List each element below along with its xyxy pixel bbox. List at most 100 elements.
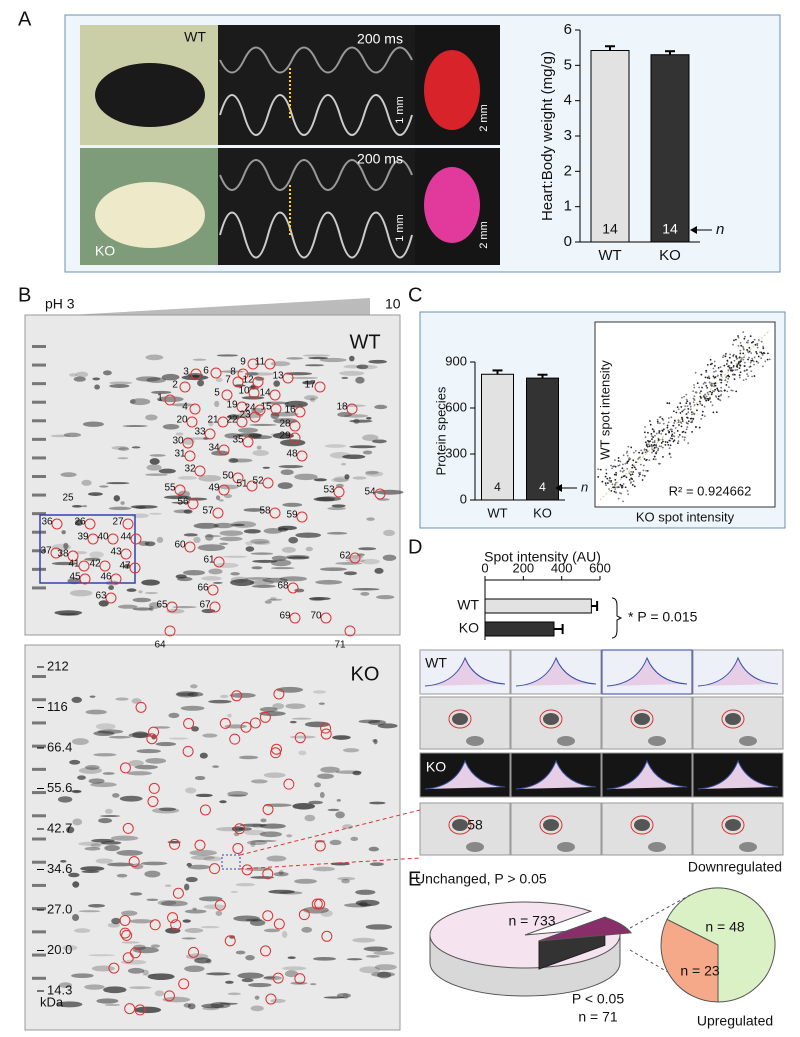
scatter-dot xyxy=(692,397,695,400)
scatter-dot xyxy=(689,405,692,408)
gel-spot xyxy=(466,736,484,746)
gel-band xyxy=(294,878,318,884)
heart-ko xyxy=(424,167,480,243)
spot-circle xyxy=(224,935,236,947)
gel-band xyxy=(104,844,120,852)
scatter-dot xyxy=(709,363,712,366)
scatter-dot xyxy=(711,404,714,407)
gel-band xyxy=(180,705,205,711)
gel-band xyxy=(342,993,349,1000)
bar xyxy=(484,621,555,637)
scatter-dot xyxy=(744,335,746,338)
echo-ko xyxy=(218,148,415,265)
scatter-dot xyxy=(738,356,741,359)
gel-band xyxy=(115,697,129,701)
gel-band xyxy=(329,452,351,459)
scatter-dot xyxy=(746,373,748,376)
gel-band xyxy=(84,846,101,851)
marker-label: 42.7 xyxy=(47,820,72,835)
scatter-dot xyxy=(735,355,738,358)
x-tick-label: 400 xyxy=(551,560,573,575)
gel-spot xyxy=(452,713,468,725)
bar xyxy=(526,377,559,501)
gel-band xyxy=(250,840,256,848)
gel-band xyxy=(373,951,395,956)
ladder-band xyxy=(32,549,46,553)
scatter-dot xyxy=(627,445,630,448)
scatter-dot xyxy=(629,482,632,484)
scatter-dot xyxy=(671,430,673,433)
gel-band xyxy=(219,694,229,699)
gel-band xyxy=(81,479,92,486)
gel-band xyxy=(202,733,218,738)
gel-band xyxy=(319,791,325,799)
spot-circle xyxy=(234,823,246,835)
gel-band xyxy=(312,956,337,961)
spot-circle xyxy=(166,601,178,613)
gel-band xyxy=(262,577,288,583)
scatter-dot xyxy=(684,431,687,434)
scatter-dot xyxy=(673,422,676,424)
gel-band xyxy=(368,801,386,805)
gel-band xyxy=(160,900,188,907)
scatter-dot xyxy=(633,466,636,469)
scatter-dot xyxy=(605,484,607,487)
gel-band xyxy=(183,533,198,537)
gel-band xyxy=(191,726,199,732)
scatter-dot xyxy=(611,483,614,486)
scatter-dot xyxy=(672,410,675,413)
scatter-dot xyxy=(733,339,735,342)
gel-band xyxy=(308,356,329,360)
scatter-dot xyxy=(728,366,731,369)
scatter-dot xyxy=(740,359,743,361)
gel-band xyxy=(149,512,162,515)
scatter-dot xyxy=(715,411,718,414)
gel-band xyxy=(151,390,172,394)
scatter-dot xyxy=(695,426,697,428)
scatter-dot xyxy=(698,426,701,429)
scatter-dot xyxy=(719,366,722,369)
gel-band xyxy=(121,941,140,944)
gel-spot xyxy=(634,713,650,725)
scatter-dot xyxy=(686,400,689,403)
scatter-dot xyxy=(681,420,684,423)
scatter-dot xyxy=(745,369,748,371)
gel-band xyxy=(84,557,101,561)
spot-circle xyxy=(167,912,179,924)
scatter-dot xyxy=(606,477,609,480)
gel-band xyxy=(203,904,226,910)
gel-band xyxy=(219,542,229,546)
scatter-dot xyxy=(610,489,613,492)
scatter-dot xyxy=(631,484,634,486)
y-tick-label: 0 xyxy=(460,491,467,506)
scatter-dot xyxy=(632,451,635,454)
gel-band xyxy=(106,482,130,485)
scatter-dot xyxy=(705,369,708,372)
scatter-dot xyxy=(657,447,660,450)
gel-band xyxy=(230,521,257,528)
heart-wt xyxy=(424,50,480,130)
spot-circle xyxy=(630,815,654,835)
gel-band xyxy=(73,376,86,382)
spot-label: 71 xyxy=(334,640,346,651)
spot-circle xyxy=(296,450,308,462)
scatter-dot xyxy=(687,420,690,423)
scatter-dot xyxy=(632,464,635,467)
scatter-dot xyxy=(653,430,655,433)
scatter-dot xyxy=(686,405,689,408)
scatter-dot xyxy=(704,376,707,379)
spot-circle xyxy=(630,709,654,729)
spot-circle xyxy=(146,733,158,745)
scatter-dot xyxy=(694,391,697,394)
spot-circle xyxy=(236,416,248,428)
scatter-dot xyxy=(626,450,629,453)
spot-label: 19 xyxy=(226,400,238,411)
scatter-dot xyxy=(706,376,709,379)
scatter-dot xyxy=(681,396,683,399)
ladder-band xyxy=(32,953,46,957)
bar xyxy=(650,54,690,243)
gel-band xyxy=(154,990,165,997)
scatter-dot xyxy=(707,397,710,400)
spot-circle xyxy=(120,548,132,560)
x-tick-label: 0 xyxy=(481,560,488,575)
